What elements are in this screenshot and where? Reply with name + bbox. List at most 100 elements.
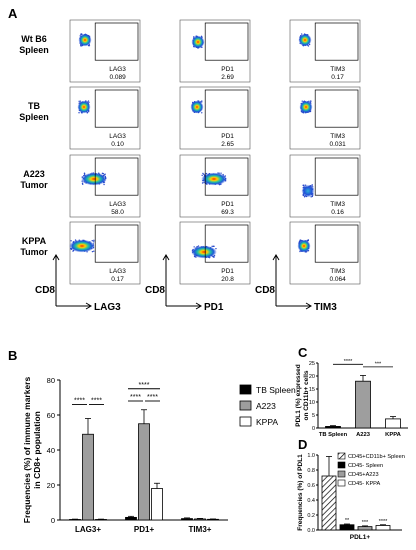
event-dot bbox=[201, 182, 204, 184]
plot-frame bbox=[289, 19, 361, 83]
bar-a223 bbox=[138, 423, 150, 521]
y-tick-label: 0.2 bbox=[307, 513, 315, 519]
row-label-a223-tumor: Tumor bbox=[20, 180, 48, 190]
category-label: A223 bbox=[356, 432, 371, 438]
flow-cytometry-grid: Wt B6SpleenLAG30.089PD12.69TIM30.17TBSpl… bbox=[19, 19, 361, 313]
plot-frame bbox=[289, 86, 361, 150]
significance-label: **** bbox=[379, 519, 388, 525]
legend-label: CD45+CD11b+ Spleen bbox=[348, 454, 405, 460]
category-label: TB Spleen bbox=[319, 432, 348, 438]
row-label-tb-spleen: Spleen bbox=[19, 112, 49, 122]
event-dot bbox=[83, 173, 86, 175]
significance-label: **** bbox=[139, 382, 150, 389]
panel-label-c: C bbox=[298, 345, 308, 360]
legend-label: TB Spleen bbox=[256, 385, 296, 395]
panel-label-d: D bbox=[298, 437, 307, 452]
x-axis-label-tim3: TIM3 bbox=[314, 302, 337, 313]
row-label-wt-b6-spleen: Spleen bbox=[19, 45, 49, 55]
row-label-kppa-tumor: Tumor bbox=[20, 247, 48, 257]
population-density bbox=[201, 172, 227, 186]
bar-white bbox=[375, 525, 391, 531]
gate-box bbox=[204, 224, 249, 263]
gate-percentage: 20.8 bbox=[221, 276, 234, 283]
event-dot bbox=[311, 184, 314, 186]
gate-box bbox=[314, 224, 359, 263]
legend-label: KPPA bbox=[256, 417, 278, 427]
plot-frame bbox=[179, 19, 251, 83]
gate-percentage: 0.064 bbox=[329, 276, 346, 283]
y-tick-label: 10 bbox=[309, 400, 315, 406]
significance-label: ** bbox=[345, 518, 350, 524]
gate-marker-label: TIM3 bbox=[330, 268, 345, 275]
plot-frame bbox=[69, 154, 141, 218]
y-tick-label: 0.0 bbox=[307, 528, 315, 534]
y-axis-label-cd8: CD8 bbox=[255, 285, 275, 296]
y-tick-label: 0 bbox=[51, 516, 55, 525]
population-density bbox=[298, 33, 312, 47]
bar-kppa bbox=[95, 519, 107, 521]
plot-frame bbox=[69, 86, 141, 150]
population-density bbox=[190, 100, 204, 114]
y-axis-title: Frequencies (%) of PDL1 bbox=[297, 454, 304, 531]
event-dot bbox=[70, 240, 72, 242]
y-axis-label-cd8: CD8 bbox=[145, 285, 165, 296]
event-dot bbox=[93, 239, 95, 242]
legend-swatch bbox=[337, 479, 346, 487]
x-axis-label-lag3: LAG3 bbox=[94, 302, 121, 313]
legend-swatch bbox=[239, 384, 252, 395]
arrow-head-up bbox=[162, 254, 170, 261]
event-dot bbox=[101, 172, 104, 175]
arrow-head-up bbox=[52, 254, 60, 261]
event-dot bbox=[212, 245, 215, 248]
significance-label: **** bbox=[344, 359, 353, 365]
gate-marker-label: PD1 bbox=[221, 201, 234, 208]
gate-box bbox=[314, 89, 359, 128]
population-density bbox=[77, 100, 91, 114]
y-tick-label: 60 bbox=[47, 411, 55, 420]
significance-label: **** bbox=[74, 398, 85, 405]
category-label: PD1+ bbox=[134, 525, 155, 534]
significance-label: **** bbox=[147, 394, 158, 401]
y-tick-label: 15 bbox=[309, 387, 315, 393]
arrow-head-right bbox=[85, 302, 92, 310]
plot-frame bbox=[179, 154, 251, 218]
significance-label: **** bbox=[130, 394, 141, 401]
event-dot bbox=[78, 100, 80, 102]
plot-frame bbox=[179, 86, 251, 150]
category-label: KPPA bbox=[385, 432, 401, 438]
gate-box bbox=[94, 224, 139, 263]
y-tick-label: 0.4 bbox=[307, 498, 315, 504]
legend-label: CD45- Spleen bbox=[348, 463, 383, 469]
event-dot bbox=[193, 246, 195, 248]
gate-percentage: 58.0 bbox=[111, 209, 124, 216]
bar-a223 bbox=[194, 518, 206, 521]
gate-box bbox=[314, 22, 359, 61]
gate-box bbox=[94, 22, 139, 61]
gate-percentage: 0.10 bbox=[111, 141, 124, 148]
gate-marker-label: LAG3 bbox=[109, 201, 126, 208]
bar-tb-spleen bbox=[69, 519, 81, 521]
y-axis-title: PDL1 (%) expressedon CD11b+ cells bbox=[295, 364, 310, 427]
bar-black bbox=[339, 524, 355, 531]
bar-gray bbox=[357, 526, 373, 531]
population-density bbox=[191, 35, 205, 49]
event-dot bbox=[311, 195, 314, 198]
y-tick-label: 5 bbox=[312, 413, 315, 419]
population-density bbox=[299, 100, 313, 114]
y-tick-label: 20 bbox=[309, 374, 315, 380]
significance-label: *** bbox=[375, 361, 382, 367]
row-label-a223-tumor: A223 bbox=[23, 169, 45, 179]
gate-marker-label: TIM3 bbox=[330, 201, 345, 208]
gate-box bbox=[94, 89, 139, 128]
legend-label: A223 bbox=[256, 401, 276, 411]
category-label: PDL1+ bbox=[350, 534, 371, 541]
gate-percentage: 2.69 bbox=[221, 74, 234, 81]
event-dot bbox=[93, 241, 95, 243]
legend-swatch bbox=[239, 416, 252, 427]
bar-tb-spleen bbox=[181, 518, 193, 521]
